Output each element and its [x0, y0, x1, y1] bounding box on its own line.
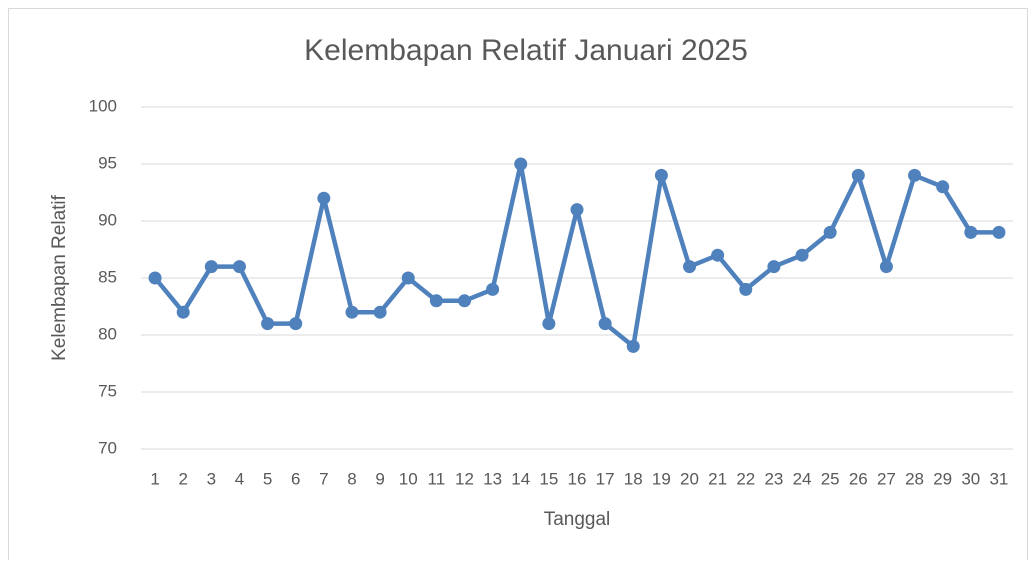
x-tick-label: 29	[933, 469, 952, 488]
data-point	[176, 305, 190, 319]
data-point	[542, 317, 556, 331]
data-point	[739, 282, 753, 296]
data-point	[373, 305, 387, 319]
x-tick-label: 30	[961, 469, 980, 488]
x-tick-label: 19	[652, 469, 671, 488]
chart-frame	[8, 8, 1028, 565]
data-point	[598, 317, 612, 331]
x-tick-label: 27	[877, 469, 896, 488]
x-tick-label: 23	[764, 469, 783, 488]
y-tick-label: 100	[89, 96, 117, 115]
data-point	[795, 248, 809, 262]
x-axis-label: Tanggal	[544, 509, 611, 530]
x-tick-label: 8	[347, 469, 356, 488]
data-point	[964, 225, 978, 239]
data-point	[936, 180, 950, 194]
data-point	[345, 305, 359, 319]
y-tick-label: 70	[98, 438, 117, 457]
data-point	[486, 282, 500, 296]
plot	[148, 157, 1006, 353]
y-tick-label: 85	[98, 267, 117, 286]
data-point	[851, 168, 865, 182]
data-point	[232, 260, 246, 274]
y-tick-label: 95	[98, 153, 117, 172]
data-point	[626, 339, 640, 353]
x-tick-label: 14	[511, 469, 530, 488]
x-tick-label: 28	[905, 469, 924, 488]
x-tick-label: 13	[483, 469, 502, 488]
data-point	[148, 271, 162, 285]
data-point	[317, 191, 331, 205]
data-point	[204, 260, 218, 274]
x-tick-label: 26	[849, 469, 868, 488]
data-point	[457, 294, 471, 308]
x-tick-label: 6	[291, 469, 300, 488]
y-tick-label: 75	[98, 381, 117, 400]
x-tick-label: 31	[989, 469, 1008, 488]
x-tick-label: 22	[736, 469, 755, 488]
x-tick-label: 21	[708, 469, 727, 488]
data-point	[711, 248, 725, 262]
data-point	[683, 260, 697, 274]
y-tick-label: 80	[98, 324, 117, 343]
data-point	[654, 168, 668, 182]
y-axis-label: Kelembapan Relatif	[49, 194, 70, 361]
x-tick-label: 17	[596, 469, 615, 488]
data-point	[992, 225, 1006, 239]
x-tick-label: 10	[399, 469, 418, 488]
x-tick-label: 25	[821, 469, 840, 488]
x-tick-label: 18	[624, 469, 643, 488]
data-point	[908, 168, 922, 182]
x-tick-label: 4	[235, 469, 244, 488]
data-point	[401, 271, 415, 285]
x-tick-label: 5	[263, 469, 272, 488]
data-point	[823, 225, 837, 239]
x-tick-label: 24	[793, 469, 812, 488]
x-tick-label: 7	[319, 469, 328, 488]
x-tick-label: 11	[428, 469, 446, 488]
x-tick-label: 15	[539, 469, 558, 488]
x-tick-label: 2	[178, 469, 187, 488]
y-tick-label: 90	[98, 210, 117, 229]
data-point	[429, 294, 443, 308]
chart-title: Kelembapan Relatif Januari 2025	[304, 34, 748, 67]
x-tick-label: 12	[455, 469, 474, 488]
data-point	[289, 317, 303, 331]
x-tick-label: 1	[150, 469, 159, 488]
data-point	[261, 317, 275, 331]
x-tick-label: 3	[207, 469, 216, 488]
data-point	[767, 260, 781, 274]
data-point	[514, 157, 528, 171]
data-point	[879, 260, 893, 274]
data-point	[570, 203, 584, 217]
x-tick-label: 16	[568, 469, 587, 488]
x-tick-label: 9	[375, 469, 384, 488]
x-tick-label: 20	[680, 469, 699, 488]
